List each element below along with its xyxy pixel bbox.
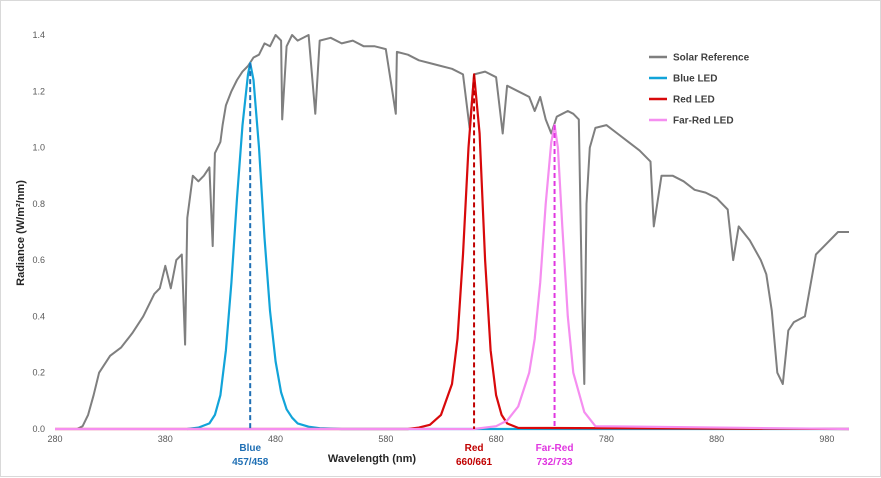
x-tick-label: 980 [819, 434, 834, 444]
y-axis: 0.0 0.2 0.4 0.6 0.8 1.0 1.2 1.4 [32, 30, 45, 434]
legend-entry: Red LED [673, 95, 715, 106]
peak-markers: Blue 457/458 Red 660/661 Far-Red 732/733 [232, 63, 573, 468]
legend-entry: Solar Reference [673, 53, 750, 64]
series-line-far-red-led [55, 123, 850, 431]
y-tick-label: 0.6 [32, 255, 45, 265]
x-tick-label: 280 [47, 434, 62, 444]
peak-marker-label: Red [465, 443, 484, 454]
x-tick-label: 580 [378, 434, 393, 444]
peak-marker-value: 732/733 [536, 457, 573, 468]
x-tick-label: 680 [489, 434, 504, 444]
peak-marker-label: Blue [239, 443, 261, 454]
legend-entry: Far-Red LED [673, 116, 734, 127]
series-line-solar-reference [55, 34, 849, 430]
series-line-blue-led [187, 61, 849, 431]
series-line-red-led [55, 73, 850, 431]
legend: Solar Reference Blue LED Red LED Far-Red LE… [649, 53, 750, 127]
y-tick-label: 1.0 [32, 143, 45, 153]
y-tick-label: 0.4 [32, 311, 45, 321]
y-tick-label: 0.0 [32, 424, 45, 434]
y-tick-label: 0.2 [32, 368, 45, 378]
y-axis-title: Radiance (W/m²/nm) [15, 180, 27, 286]
x-tick-label: 380 [158, 434, 173, 444]
peak-marker-value: 660/661 [456, 457, 493, 468]
x-axis-title: Wavelength (nm) [328, 453, 417, 465]
y-tick-label: 1.4 [32, 30, 45, 40]
x-tick-label: 780 [599, 434, 614, 444]
series-layer [55, 34, 850, 431]
peak-marker-value: 457/458 [232, 457, 269, 468]
x-tick-label: 480 [268, 434, 283, 444]
x-tick-label: 880 [709, 434, 724, 444]
legend-entry: Blue LED [673, 74, 717, 85]
y-tick-label: 1.2 [32, 86, 45, 96]
y-tick-label: 0.8 [32, 199, 45, 209]
peak-marker-label: Far-Red [536, 443, 574, 454]
x-axis: 280 380 480 580 680 780 880 980 [47, 428, 849, 444]
